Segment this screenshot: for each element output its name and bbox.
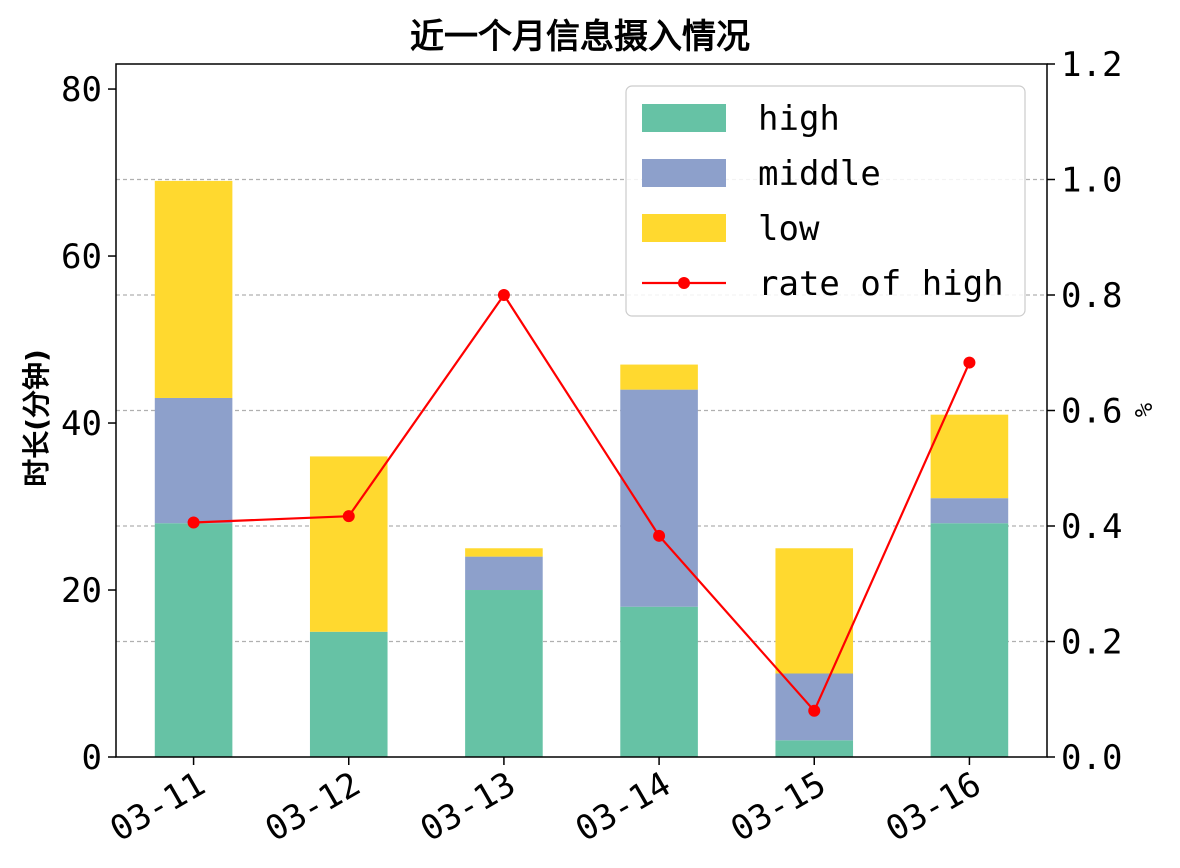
bar-high-03-11 [154,523,233,757]
bar-high-03-14 [620,606,698,757]
bar-high-03-15 [775,740,854,757]
bar-low-03-14 [620,364,698,390]
rate-line [187,289,976,717]
legend: high middle low rate of high [625,85,1026,317]
bar-middle-03-11 [154,397,233,524]
rate-point-03-16 [963,356,976,369]
legend-swatch-high [642,104,726,132]
y-axis-label: 时长(分钟) [20,349,53,487]
rate-point-03-11 [187,516,200,529]
y2-tick-label-1.2: 1.2 [1061,45,1122,85]
y2-tick-label-0.0: 0.0 [1061,738,1122,778]
rate-point-03-13 [497,289,510,301]
bar-high-03-13 [465,590,543,757]
legend-label-high: high [758,99,840,139]
legend-label-rate-of-high: rate of high [758,264,1004,304]
rate-point-03-15 [808,704,821,717]
rate-line-path [193,293,971,713]
rate-point-03-12 [342,510,355,523]
bars [154,180,1009,757]
legend-swatch-low [642,214,726,242]
bar-middle-03-13 [465,556,543,591]
bar-middle-03-16 [930,498,1009,524]
legend-box [625,85,1026,317]
x-tick-label-03-15: 03-15 [724,764,833,850]
rate-point-03-14 [653,529,666,542]
y2-tick-label-1.0: 1.0 [1061,161,1122,201]
bar-high-03-12 [309,631,388,757]
bar-high-03-16 [930,523,1009,757]
x-axis: 03-11 03-12 03-13 03-14 03-15 03-16 [103,757,988,850]
bar-low-03-13 [465,548,543,557]
y-axis-right: 0.0 0.2 0.4 0.6 0.8 1.0 1.2 [1047,45,1122,778]
y-axis-left: 0 20 40 60 80 [61,70,116,778]
y2-tick-label-0.2: 0.2 [1061,623,1122,663]
bar-low-03-15 [775,548,854,674]
bar-low-03-11 [154,180,233,398]
y-tick-label-60: 60 [61,237,102,277]
legend-swatch-middle [642,159,726,187]
y-tick-label-0: 0 [82,738,102,778]
grid [116,178,1047,643]
y2-tick-label-0.4: 0.4 [1061,507,1122,547]
legend-label-low: low [758,209,820,249]
y2-axis-label: % [1130,402,1158,417]
x-tick-label-03-16: 03-16 [879,764,988,850]
bar-low-03-16 [930,414,1009,499]
x-tick-label-03-14: 03-14 [569,764,678,850]
y-tick-label-20: 20 [61,571,102,611]
x-tick-label-03-13: 03-13 [414,764,523,850]
x-tick-label-03-12: 03-12 [259,764,368,850]
x-tick-label-03-11: 03-11 [103,764,212,850]
y-tick-label-40: 40 [61,404,102,444]
y-tick-label-80: 80 [61,70,102,110]
y2-tick-label-0.6: 0.6 [1061,392,1122,432]
y2-tick-label-0.8: 0.8 [1061,276,1122,316]
legend-label-middle: middle [758,154,881,194]
bar-middle-03-14 [620,389,698,607]
legend-marker-rate-of-high [678,277,690,289]
chart-title: 近一个月信息摄入情况 [410,17,750,57]
bar-low-03-12 [309,456,388,632]
